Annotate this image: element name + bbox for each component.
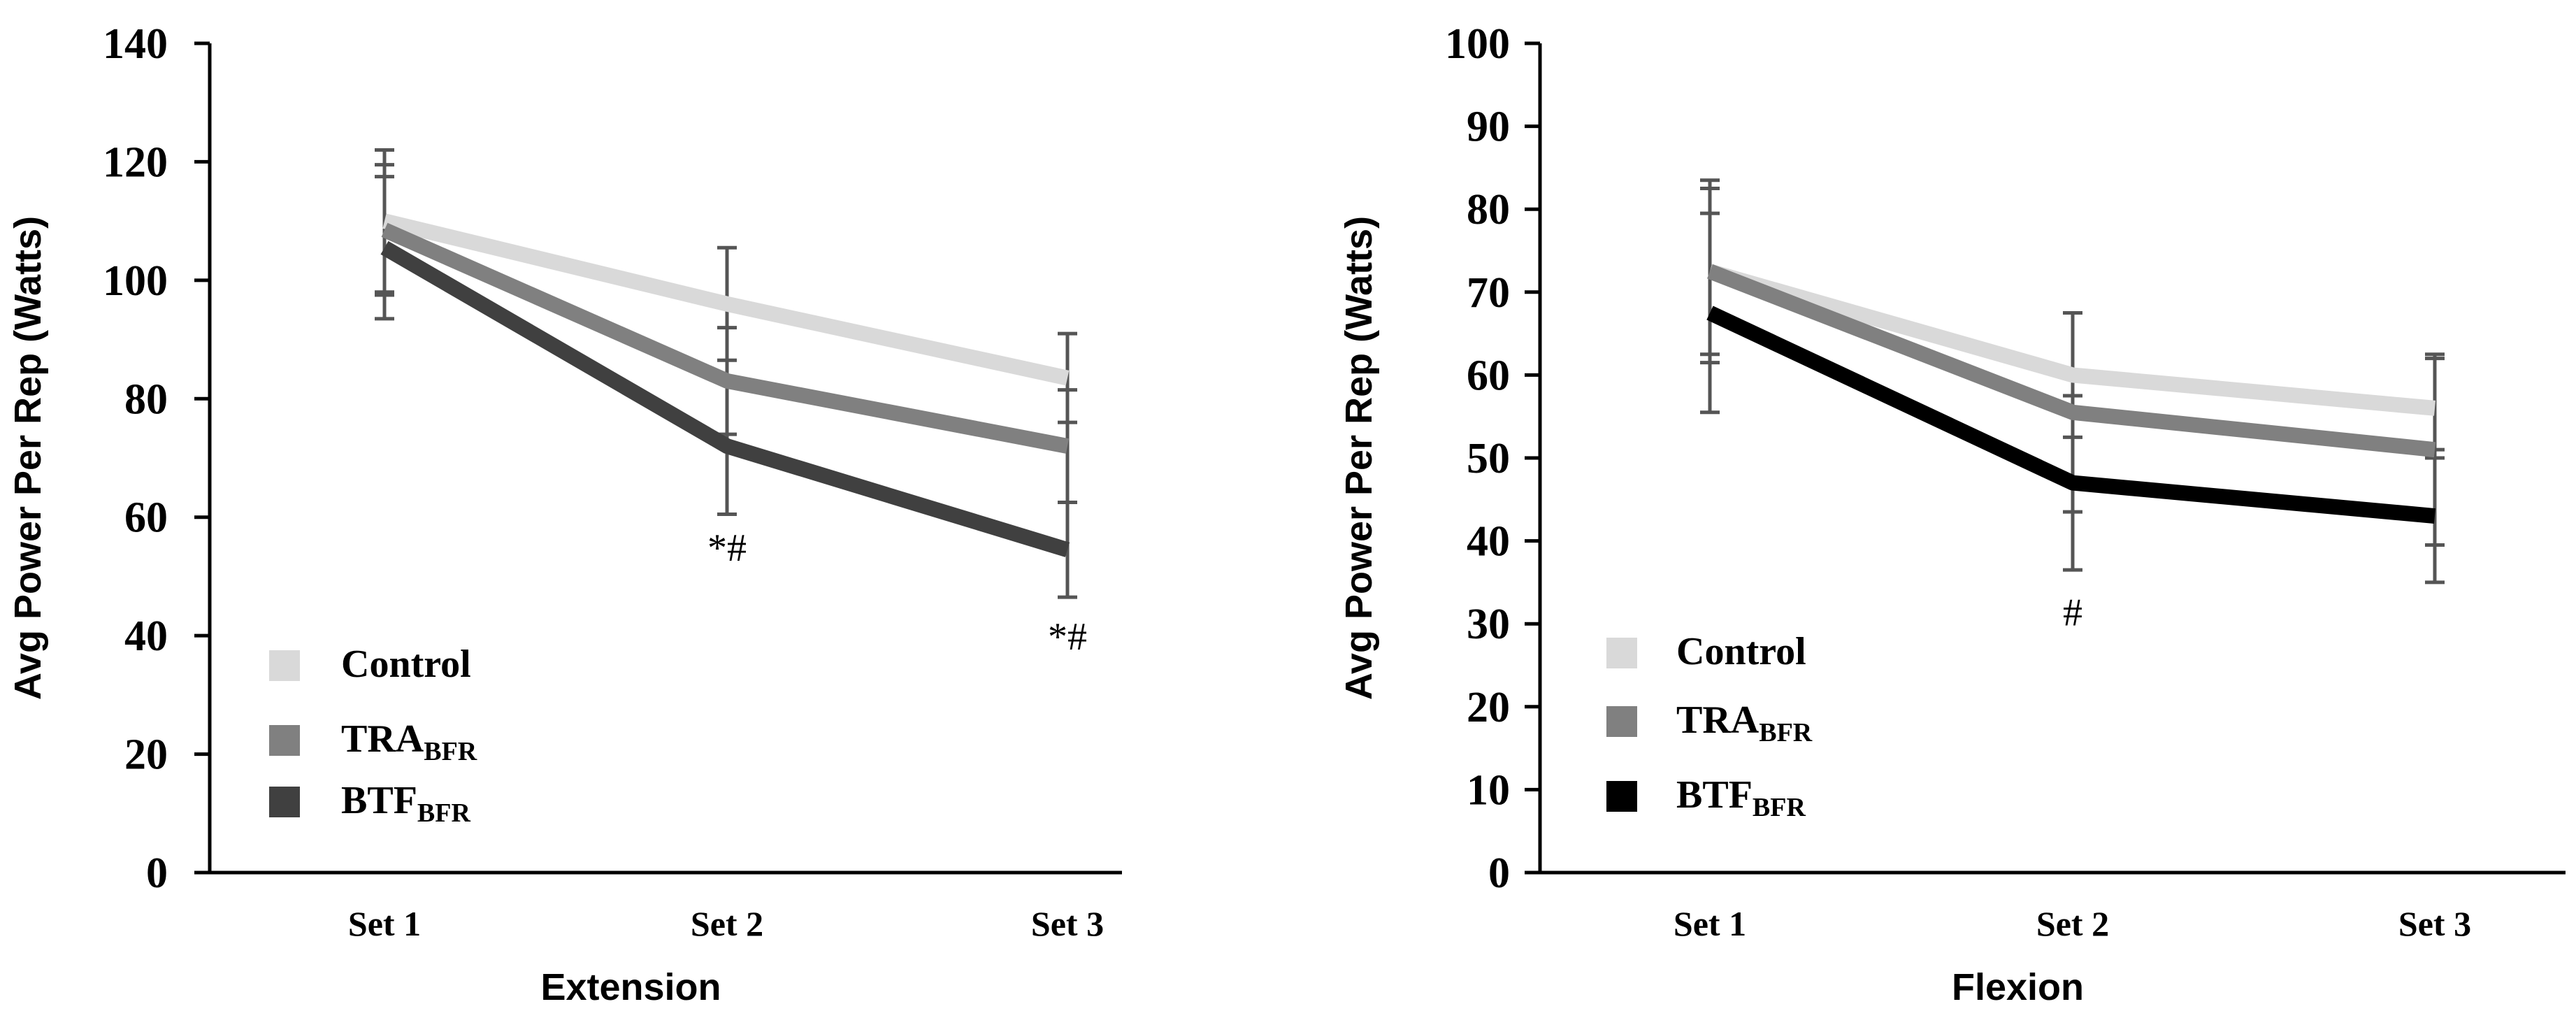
y-tick-label: 30	[1467, 601, 1510, 648]
y-axis-title: Avg Power Per Rep (Watts)	[1338, 216, 1380, 700]
series-line-btf-bfr	[380, 241, 1070, 557]
legend-label-subscript: BFR	[417, 798, 471, 828]
legend-swatch	[269, 650, 300, 681]
x-tick-label: Set 1	[348, 904, 421, 943]
x-tick-label: Set 2	[2036, 904, 2109, 943]
y-tick-label: 120	[103, 138, 168, 186]
series-line-control	[1707, 264, 2436, 416]
legend-swatch	[269, 725, 300, 756]
legend-label-subscript: BFR	[424, 737, 477, 766]
legend-label: TRABFR	[1676, 698, 1813, 747]
series-line-btf-bfr	[1706, 306, 2436, 524]
y-tick-label: 80	[124, 375, 168, 423]
y-tick-label: 100	[103, 257, 168, 305]
legend-label-main: BTF	[341, 779, 417, 822]
y-tick-label: 60	[124, 494, 168, 542]
y-tick-label: 90	[1467, 103, 1510, 151]
x-tick-label: Set 3	[2398, 904, 2471, 943]
x-tick-label: Set 2	[691, 904, 763, 943]
y-tick-label: 0	[1488, 850, 1510, 897]
x-axis-title: Extension	[540, 966, 721, 1008]
y-tick-label: 40	[1467, 518, 1510, 566]
y-tick-label: 10	[1467, 766, 1510, 814]
legend-swatch	[1606, 781, 1637, 812]
legend-label: Control	[1676, 630, 1806, 673]
y-tick-label: 70	[1467, 269, 1510, 317]
legend-swatch	[1606, 638, 1637, 668]
legend-label-main: BTF	[1676, 773, 1753, 817]
y-tick-label: 140	[103, 20, 168, 68]
legend-label: TRABFR	[341, 717, 477, 766]
x-axis-title: Flexion	[1952, 966, 2084, 1008]
legend-label-main: Control	[1676, 630, 1806, 673]
y-tick-label: 0	[146, 850, 168, 897]
legend-swatch	[269, 787, 300, 817]
y-tick-label: 50	[1467, 435, 1510, 482]
y-tick-label: 100	[1445, 20, 1510, 68]
legend-label-main: Control	[341, 643, 471, 686]
series-line-control	[382, 213, 1070, 386]
significance-marker: #	[2063, 591, 2082, 634]
chart-extension: 0 20 40 60 80 100 120 140 Set 1 Set 2 Set 3 Extensi…	[7, 20, 1122, 1008]
y-tick-label: 20	[124, 731, 168, 779]
y-tick-label: 80	[1467, 186, 1510, 234]
legend-label: Control	[341, 643, 471, 686]
series-line-tra-bfr	[1707, 264, 2436, 458]
legend-label-main: TRA	[341, 717, 424, 761]
chart-flexion: 0 10 20 30 40 50 60 70 80 90 100 Set 1 Set 2 Set 3 Fle…	[1338, 20, 2566, 1008]
legend-swatch	[1606, 706, 1637, 737]
legend-label: BTFBFR	[1676, 773, 1806, 822]
legend-label-subscript: BFR	[1759, 718, 1813, 747]
x-tick-label: Set 1	[1674, 904, 1746, 943]
significance-marker: *#	[1048, 615, 1087, 659]
legend-label: BTFBFR	[341, 779, 470, 828]
y-axis-title: Avg Power Per Rep (Watts)	[7, 216, 49, 700]
x-tick-label: Set 3	[1031, 904, 1104, 943]
y-tick-label: 20	[1467, 684, 1510, 731]
series-line-tra-bfr	[381, 222, 1070, 454]
y-tick-label: 40	[124, 612, 168, 660]
y-tick-label: 60	[1467, 352, 1510, 399]
legend-label-subscript: BFR	[1753, 793, 1806, 822]
legend-label-main: TRA	[1676, 698, 1760, 742]
significance-marker: *#	[707, 526, 747, 570]
